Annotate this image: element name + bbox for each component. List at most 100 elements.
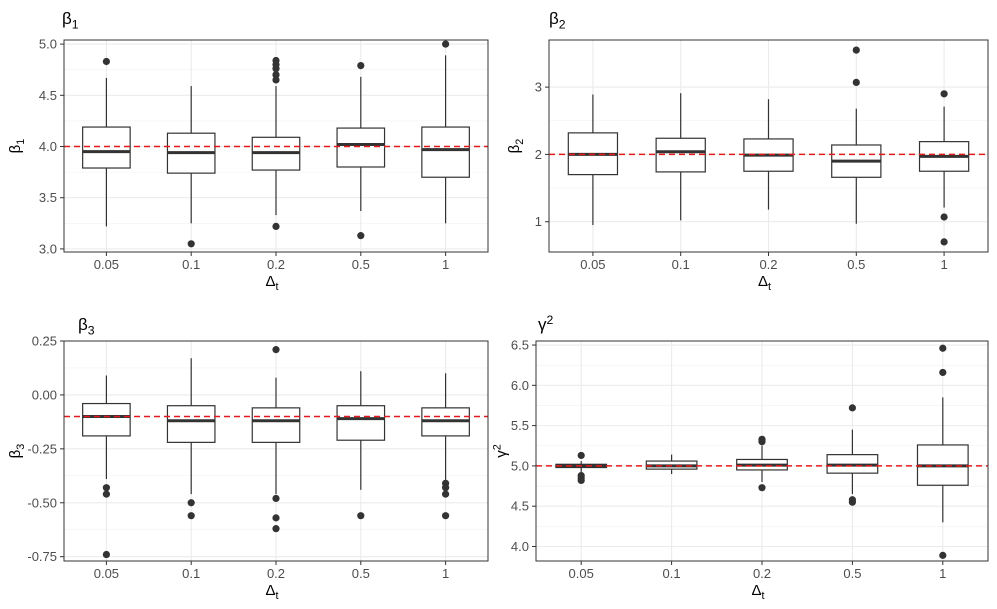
y-axis-title-group: γ2: [492, 444, 510, 458]
y-axis-title-group: β3: [7, 444, 27, 459]
x-tick-label: 0.1: [182, 566, 200, 581]
box-rect: [336, 405, 386, 441]
outlier-point: [102, 490, 110, 498]
box-0.05: [567, 94, 619, 226]
box-rect: [251, 407, 301, 443]
panel-title: β3: [78, 315, 95, 337]
panel-title: γ2: [538, 313, 554, 334]
y-tick-label: -0.50: [27, 495, 57, 510]
outlier-point: [940, 90, 948, 98]
y-tick-label: 4.0: [511, 539, 529, 554]
y-tick-label: 6.5: [511, 338, 529, 353]
x-tick-label: 0.5: [352, 566, 370, 581]
x-tick-label: 0.2: [267, 566, 285, 581]
panel-title: β1: [62, 9, 79, 31]
box-0.1: [645, 454, 698, 474]
outlier-point: [187, 240, 195, 248]
y-tick-label: 5.5: [511, 418, 529, 433]
x-tick-label: 0.05: [94, 257, 119, 272]
box-0.5: [831, 46, 882, 224]
y-axis-title-group: β1: [7, 139, 27, 154]
x-tick-label: 0.05: [580, 257, 605, 272]
outlier-point: [357, 512, 365, 520]
y-tick-label: 3.5: [39, 190, 57, 205]
box-0.2: [736, 435, 788, 492]
x-tick-label: 0.5: [352, 257, 370, 272]
box-rect: [82, 402, 131, 437]
outlier-point: [272, 56, 280, 65]
y-axis-title: β3: [7, 444, 27, 459]
box-0.2: [251, 346, 301, 533]
box-0.2: [251, 56, 301, 230]
box-0.05: [555, 451, 608, 485]
x-tick-label: 0.1: [663, 566, 681, 581]
x-axis-title: Δt: [265, 582, 278, 602]
outlier-point: [272, 76, 280, 84]
box-0.5: [826, 404, 879, 506]
x-tick-label: 0.1: [182, 257, 200, 272]
box-rect: [82, 126, 131, 169]
box-rect: [336, 127, 386, 168]
y-axis-title: β1: [7, 139, 27, 154]
outlier-point: [758, 484, 766, 492]
box-0.1: [655, 93, 706, 221]
box-0.5: [336, 62, 386, 240]
outlier-point: [852, 46, 860, 54]
x-tick-label: 0.2: [753, 566, 771, 581]
x-tick-label: 1: [442, 566, 449, 581]
box-0.1: [166, 86, 216, 248]
outlier-point: [442, 40, 450, 48]
y-axis-title: γ2: [492, 444, 510, 458]
x-tick-label: 0.5: [847, 257, 865, 272]
y-tick-label: 0.25: [32, 334, 57, 349]
box-0.5: [336, 371, 386, 520]
y-tick-label: 6.0: [511, 378, 529, 393]
y-tick-label: 1: [535, 214, 542, 229]
outlier-point: [272, 71, 280, 79]
outlier-point: [939, 368, 947, 377]
x-tick-label: 0.5: [843, 566, 861, 581]
x-axis-title: Δt: [758, 273, 771, 293]
x-tick-label: 0.05: [94, 566, 119, 581]
y-axis-title-group: β2: [506, 139, 526, 154]
outlier-point: [939, 344, 947, 352]
outlier-point: [758, 435, 766, 443]
box-1: [421, 373, 470, 520]
outlier-point: [272, 514, 280, 522]
outlier-point: [442, 490, 450, 498]
y-tick-label: 4.0: [39, 139, 57, 154]
box-rect: [421, 126, 470, 178]
x-tick-label: 0.2: [267, 257, 285, 272]
outlier-point: [187, 499, 195, 507]
outlier-point: [940, 213, 948, 221]
outlier-point: [272, 494, 280, 503]
y-axis-title: β2: [506, 139, 526, 154]
outlier-point: [848, 496, 857, 504]
x-tick-label: 0.1: [672, 257, 690, 272]
panel-1: 3.0 3.5 4.0 4.5 5.0 0.05 0.1 0.2 0.5 1 Δt β1 β1: [7, 9, 489, 293]
y-tick-label: 2: [535, 147, 542, 162]
panel-3: -0.75 -0.50 -0.25 0.00 0.25 0.05 0.1 0.2 0.5 1 Δt β…: [7, 315, 489, 602]
outlier-point: [940, 238, 948, 246]
y-tick-label: 5.0: [39, 37, 57, 52]
outlier-point: [357, 232, 365, 240]
outlier-point: [357, 62, 365, 70]
box-rect: [166, 405, 216, 443]
outlier-point: [939, 551, 947, 559]
y-tick-label: -0.25: [27, 441, 57, 456]
y-tick-label: 0.00: [32, 387, 57, 402]
outlier-point: [272, 346, 280, 354]
outlier-point: [848, 404, 857, 412]
panel-2: 1 2 3 0.05 0.1 0.2 0.5 1 Δt β2 β2: [506, 9, 989, 293]
outlier-point: [852, 78, 860, 86]
x-tick-label: 1: [939, 566, 946, 581]
box-0.1: [166, 358, 216, 520]
outlier-point: [102, 550, 110, 559]
outlier-point: [102, 57, 110, 66]
outlier-point: [577, 471, 585, 480]
outlier-point: [577, 451, 585, 460]
y-tick-label: 5.0: [511, 458, 529, 473]
y-tick-label: -0.75: [27, 549, 57, 564]
x-tick-label: 0.05: [569, 566, 594, 581]
